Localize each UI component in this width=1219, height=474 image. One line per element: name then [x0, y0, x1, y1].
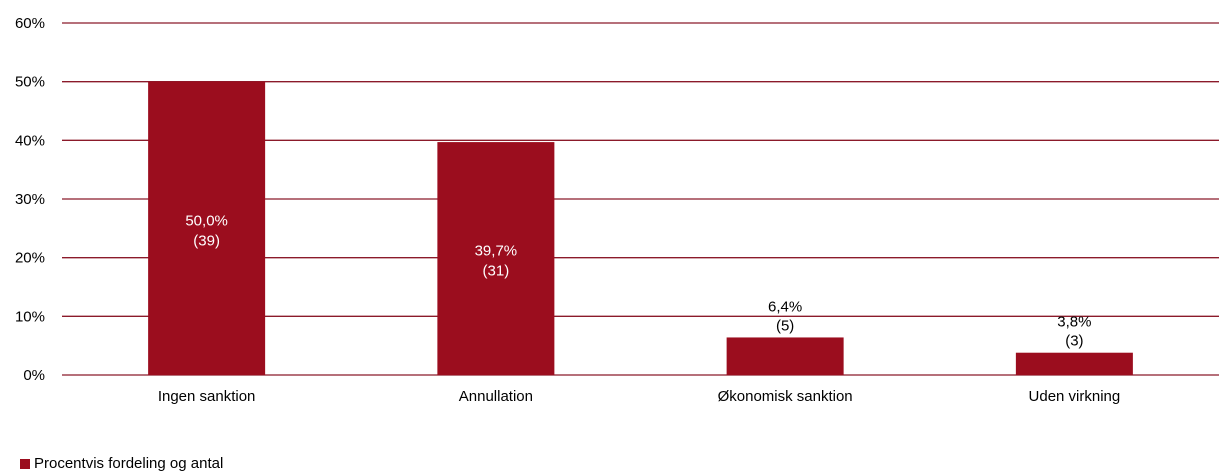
data-label-percent: 6,4%: [768, 298, 802, 315]
y-tick-label: 50%: [15, 74, 45, 91]
legend: Procentvis fordeling og antal: [20, 455, 223, 472]
data-label-percent: 3,8%: [1057, 314, 1091, 331]
data-label-percent: 50,0%: [185, 212, 228, 229]
y-axis-ticks: 0% 10% 20% 30% 40% 50% 60%: [15, 15, 45, 384]
bars: [148, 81, 1133, 376]
bar: [726, 337, 844, 375]
data-label-percent: 39,7%: [475, 243, 518, 260]
x-category-label: Ingen sanktion: [158, 388, 256, 405]
bar: [148, 81, 266, 376]
legend-swatch: [20, 458, 30, 469]
y-tick-label: 20%: [15, 250, 45, 267]
y-tick-label: 60%: [15, 15, 45, 32]
y-tick-label: 0%: [23, 367, 45, 384]
data-label-count: (31): [483, 263, 510, 280]
x-axis-categories: Ingen sanktion Annullation Økonomisk sankt…: [158, 388, 1120, 405]
bar: [1015, 352, 1133, 375]
y-tick-label: 40%: [15, 132, 45, 149]
x-category-label: Uden virkning: [1029, 388, 1121, 405]
x-category-label: Annullation: [459, 388, 533, 405]
legend-label: Procentvis fordeling og antal: [34, 455, 224, 472]
data-labels: 50,0% (39) 39,7% (31) 6,4% (5) 3,8% (3): [185, 212, 1091, 349]
data-label-count: (3): [1065, 333, 1083, 350]
bar: [437, 142, 555, 375]
y-tick-label: 10%: [15, 308, 45, 325]
x-category-label: Økonomisk sanktion: [718, 388, 853, 405]
data-label-count: (39): [193, 232, 220, 249]
y-tick-label: 30%: [15, 191, 45, 208]
data-label-count: (5): [776, 317, 794, 334]
